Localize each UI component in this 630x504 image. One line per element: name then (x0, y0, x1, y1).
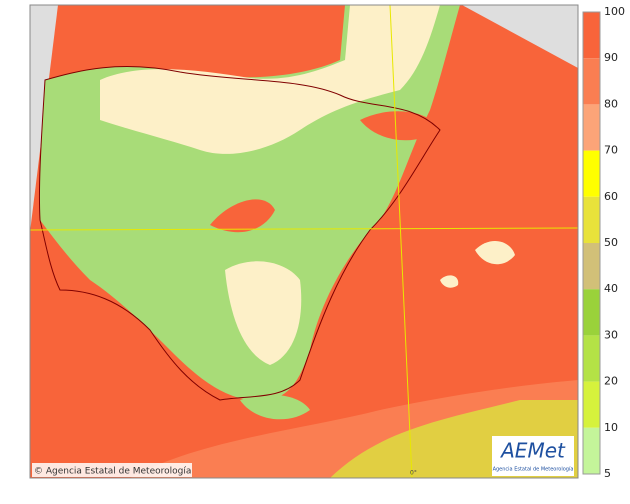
legend-label: 60 (604, 190, 618, 203)
meridian (389, 5, 413, 478)
legend-label: 90 (604, 51, 618, 64)
legend-label: 100 (604, 5, 625, 18)
coastline (38, 66, 441, 401)
legend-label: 80 (604, 97, 618, 110)
legend-label: 30 (604, 328, 618, 341)
legend-label: 5 (604, 467, 611, 480)
legend-swatch (583, 427, 600, 474)
legend-label: 20 (604, 375, 618, 388)
legend-swatch (583, 104, 600, 151)
logo-subtitle: Agencia Estatal de Meteorología (493, 466, 574, 473)
meridian-label: 0° (410, 470, 417, 477)
legend-label: 70 (604, 144, 618, 157)
legend-label: 10 (604, 421, 618, 434)
humid-patch (210, 199, 275, 233)
legend-border (582, 11, 601, 475)
legend-label: 40 (604, 282, 618, 295)
land-moist (240, 394, 310, 420)
legend-swatch (583, 58, 600, 105)
island (440, 275, 459, 288)
legend-swatch (583, 196, 600, 243)
map-border (29, 4, 579, 479)
island (475, 240, 515, 265)
legend-swatch (583, 335, 600, 382)
land-dry (225, 261, 302, 365)
legend-swatch (583, 150, 600, 197)
logo-name: AEMet (499, 439, 566, 463)
legend-label: 50 (604, 236, 618, 249)
legend-swatch (583, 289, 600, 336)
legend-swatch (583, 243, 600, 290)
humid-patch (360, 111, 440, 141)
credit: © Agencia Estatal de Meteorología (34, 467, 191, 477)
legend-swatch (583, 381, 600, 428)
land-dry (100, 5, 440, 154)
map-area (30, 5, 578, 478)
outside-projection (462, 5, 578, 68)
logo-box (492, 436, 574, 476)
color-legend: 100 90 80 70 60 50 40 30 20 10 5 (582, 5, 625, 480)
credit-box (32, 463, 192, 477)
legend-swatch (583, 12, 600, 59)
parallel (30, 227, 578, 231)
